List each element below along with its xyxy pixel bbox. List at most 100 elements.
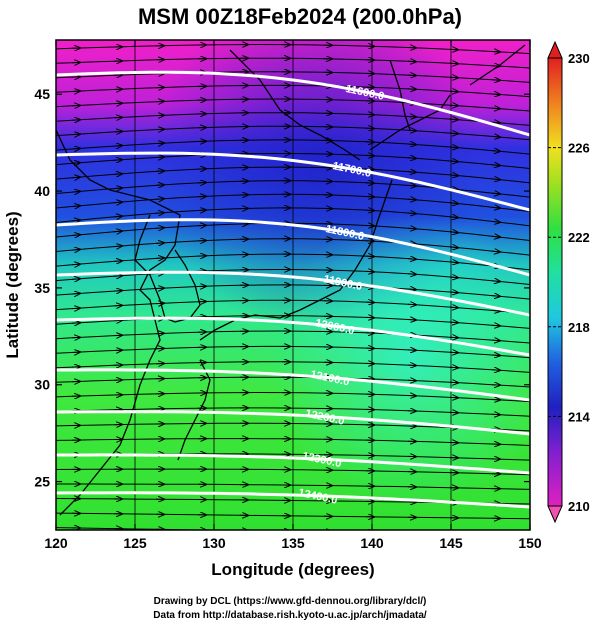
wind-arrow xyxy=(407,117,416,118)
wind-arrow xyxy=(449,262,458,263)
wind-arrow xyxy=(407,172,416,173)
wind-arrow xyxy=(449,175,458,176)
wind-arrow xyxy=(71,120,80,121)
x-axis: 120 125 130 135 140 145 150 xyxy=(44,40,542,551)
wind-arrow xyxy=(407,228,416,229)
wind-arrow xyxy=(113,117,122,118)
wind-arrow xyxy=(71,163,80,164)
height-contour xyxy=(56,70,530,137)
x-axis-label: Longitude (degrees) xyxy=(211,560,374,579)
wind-arrow xyxy=(407,213,416,214)
streamline xyxy=(56,330,530,344)
x-tick-label: 130 xyxy=(202,535,226,551)
x-tick-label: 125 xyxy=(123,535,147,551)
wind-arrow xyxy=(197,210,206,211)
wind-arrow xyxy=(71,206,80,207)
streamline xyxy=(56,376,530,388)
height-contour xyxy=(56,368,530,402)
streamline xyxy=(56,152,530,170)
streamline xyxy=(56,345,530,359)
height-contour xyxy=(56,270,530,317)
wind-arrow xyxy=(407,289,416,290)
streamline xyxy=(56,98,530,112)
wind-arrow xyxy=(113,246,122,247)
wind-arrow xyxy=(449,147,458,148)
wind-arrow xyxy=(534,83,542,84)
wind-arrow xyxy=(491,193,500,194)
streamline xyxy=(56,407,530,417)
wind-arrow xyxy=(449,77,458,78)
wind-arrow xyxy=(113,291,122,292)
streamline xyxy=(56,139,530,155)
wind-arrow xyxy=(365,210,374,211)
wind-arrow xyxy=(155,199,164,200)
wind-arrow xyxy=(449,203,458,204)
wind-arrow xyxy=(449,217,458,218)
colorbar-tick-label: 222 xyxy=(568,230,590,245)
wind-arrow xyxy=(491,136,500,137)
wind-arrow xyxy=(449,133,458,134)
wind-arrow xyxy=(407,144,416,145)
wind-arrow xyxy=(113,216,122,217)
wind-arrow xyxy=(113,276,122,277)
wind-arrow xyxy=(534,300,542,301)
wind-arrow xyxy=(534,140,542,141)
streamline xyxy=(56,57,530,69)
streamline xyxy=(56,193,530,213)
streamline xyxy=(56,268,530,286)
wind-arrow xyxy=(534,68,542,69)
wind-arrow xyxy=(491,340,500,341)
streamline xyxy=(56,512,530,520)
primorye-coast xyxy=(229,49,361,161)
wind-arrow xyxy=(491,108,500,109)
streamline xyxy=(56,166,530,184)
streamline xyxy=(56,299,530,315)
wind-arrow xyxy=(449,63,458,64)
streamline xyxy=(56,438,530,447)
colorbar-tick-label: 230 xyxy=(568,51,590,66)
wind-arrow xyxy=(113,320,122,321)
height-contour xyxy=(56,151,530,212)
wind-arrow xyxy=(155,228,164,229)
wind-arrow xyxy=(491,325,500,326)
x-tick-label: 120 xyxy=(44,535,68,551)
colorbar: 230 226 222 218 214 210 xyxy=(547,40,590,524)
wind-arrow xyxy=(449,277,458,278)
wind-arrow xyxy=(534,212,542,213)
wind-arrow xyxy=(534,416,542,417)
wind-arrow xyxy=(534,402,542,403)
colorbar-under-arrow xyxy=(547,505,563,524)
wind-arrow xyxy=(71,134,80,135)
wind-arrow xyxy=(534,270,542,271)
wind-arrow xyxy=(491,236,500,237)
wind-arrow xyxy=(155,185,164,186)
wind-arrow xyxy=(365,271,374,272)
wind-arrow xyxy=(534,256,542,257)
x-tick-label: 145 xyxy=(439,535,463,551)
streamline xyxy=(56,207,530,227)
wind-arrow xyxy=(534,241,542,242)
wind-arrow xyxy=(113,174,122,175)
wind-arrow xyxy=(113,188,122,189)
wind-arrow xyxy=(491,355,500,356)
wind-arrow xyxy=(491,251,500,252)
wind-arrow xyxy=(71,352,80,353)
wind-arrow xyxy=(534,226,542,227)
streamline xyxy=(56,253,530,271)
wind-arrow xyxy=(449,119,458,120)
wind-arrow xyxy=(491,151,500,152)
streamline xyxy=(56,84,530,98)
wind-arrow xyxy=(113,160,122,161)
wind-arrow xyxy=(449,352,458,353)
wind-streamlines xyxy=(56,45,542,530)
streamline xyxy=(56,391,530,403)
y-tick-label: 40 xyxy=(34,183,50,199)
wind-arrow xyxy=(113,131,122,132)
wind-arrow xyxy=(534,358,542,359)
wind-arrow xyxy=(534,329,542,330)
wind-arrow xyxy=(449,247,458,248)
wind-arrow xyxy=(491,281,500,282)
wind-arrow xyxy=(449,105,458,106)
wind-arrow xyxy=(407,320,416,321)
wind-arrow xyxy=(71,235,80,236)
